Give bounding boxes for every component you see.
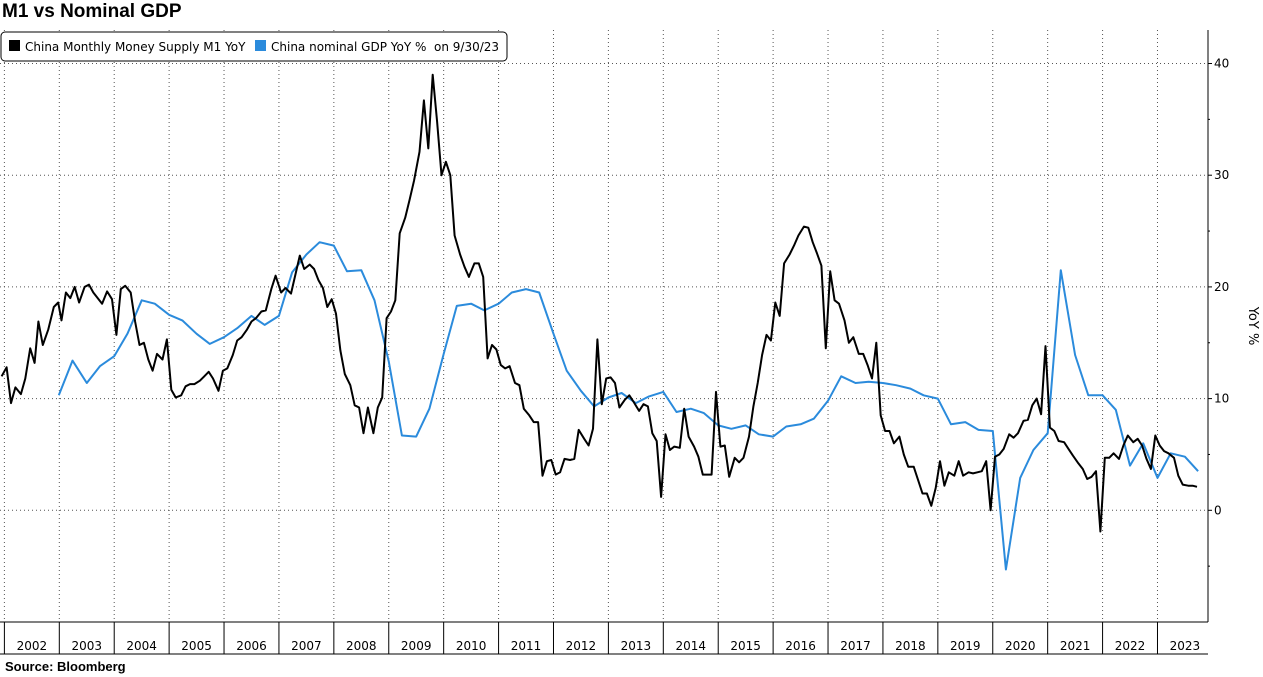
x-tick-label: 2015 [730,639,761,653]
x-axis-ticks: 2002 2003 2004 2005 2006 2007 2008 2009 2010 2011… [3,622,1201,654]
x-tick-label: 2009 [401,639,432,653]
y-tick-label: 30 [1214,168,1229,182]
x-tick-label: 2003 [71,639,102,653]
x-tick-label: 2012 [566,639,597,653]
x-tick-label: 2013 [621,639,652,653]
series-line-gdp [57,241,1199,571]
x-tick-label: 2008 [346,639,377,653]
x-tick-label: 2010 [456,639,487,653]
x-tick-label: 2017 [840,639,871,653]
x-tick-label: 2006 [236,639,267,653]
y-tick-label: 0 [1214,503,1222,517]
y-tick-label: 40 [1214,57,1229,71]
series-line-m1 [0,73,1198,533]
x-tick-label: 2020 [1005,639,1036,653]
legend-swatch-m1 [9,40,20,51]
x-tick-label: 2019 [950,639,981,653]
legend-label-gdp: China nominal GDP YoY % on 9/30/23 [271,40,499,54]
x-tick-label: 2023 [1170,639,1201,653]
y-axis-label: YoY % [1245,306,1260,346]
source-note: Source: Bloomberg [5,659,126,674]
x-tick-label: 2014 [675,639,706,653]
legend-label-m1: China Monthly Money Supply M1 YoY [25,40,246,54]
x-tick-label: 2016 [785,639,816,653]
legend-swatch-gdp [255,40,266,51]
y-tick-label: 10 [1214,392,1229,406]
y-axis-ticks: 0 10 20 30 40 [1208,57,1229,567]
legend-box [0,31,508,62]
y-tick-label: 20 [1214,280,1229,294]
x-tick-label: 2018 [895,639,926,653]
chart-title: M1 vs Nominal GDP [2,1,182,22]
x-tick-label: 2005 [181,639,212,653]
x-tick-label: 2002 [17,639,48,653]
x-tick-label: 2007 [291,639,322,653]
x-tick-label: 2011 [511,639,542,653]
x-tick-label: 2022 [1115,639,1146,653]
legend: China Monthly Money Supply M1 YoY China … [0,31,508,62]
series-lines [0,73,1199,571]
x-tick-label: 2021 [1060,639,1091,653]
gridlines [0,30,1208,622]
axes [0,30,1209,655]
x-tick-label: 2004 [126,639,157,653]
